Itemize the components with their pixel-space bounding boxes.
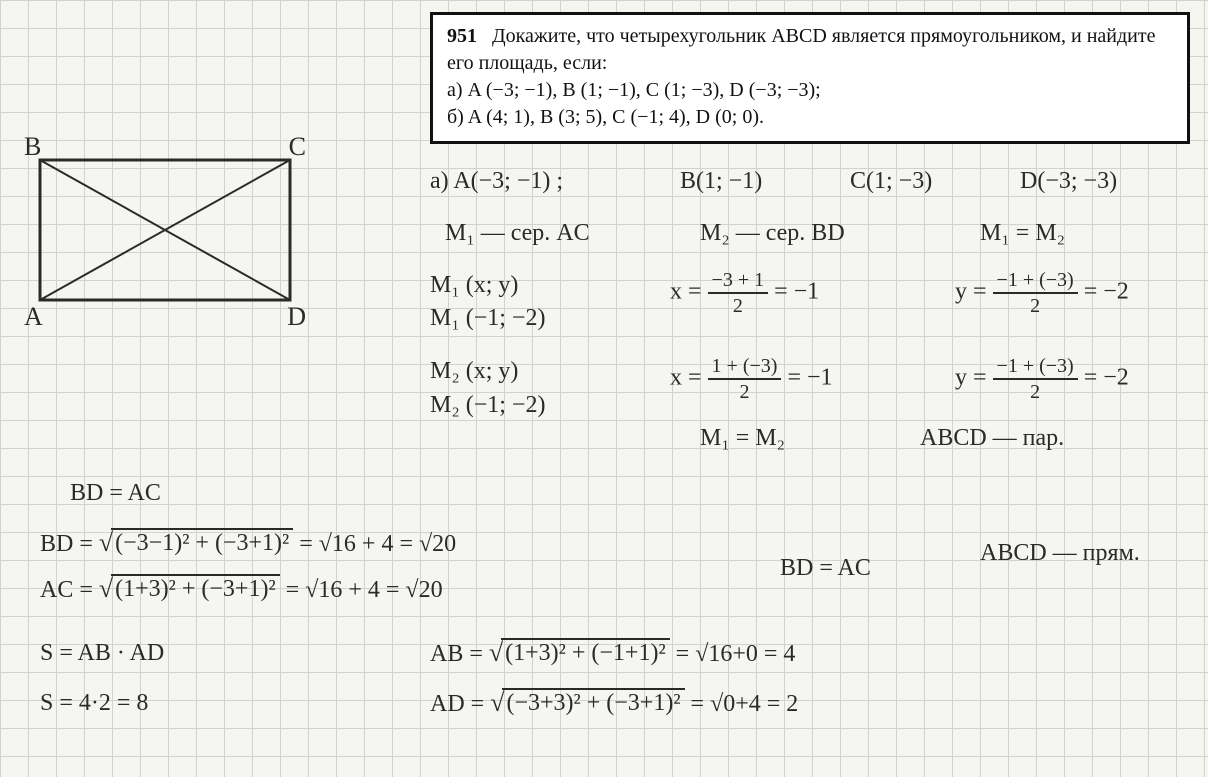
bd-lhs: BD = [40, 531, 93, 557]
line-m1-xy: M₁ (x; y) [430, 272, 518, 299]
line-m2-xy: M₂ (x; y) [430, 358, 518, 385]
line-m1-x: x = −3 + 12 = −1 [670, 270, 819, 316]
line-m2-y: y = −1 + (−3)2 = −2 [955, 356, 1129, 402]
bd-res: = √16 + 4 = √20 [299, 531, 456, 557]
line-m1eqm2: M₁ = M₂ [700, 425, 785, 452]
problem-box: 951 Докажите, что четырехугольник ABCD я… [430, 12, 1190, 144]
line-ad-dist: AD = √(−3+3)² + (−3+1)² = √0+4 = 2 [430, 688, 798, 718]
m1-x-res: = −1 [774, 279, 819, 305]
line-abcd-par: ABCD — пар. [920, 425, 1064, 452]
problem-text: Докажите, что четырехугольник ABCD являе… [447, 25, 1156, 74]
m2-x-res: = −1 [787, 365, 832, 391]
ad-res: = √0+4 = 2 [691, 691, 799, 717]
problem-line-b: б) A (4; 1), B (3; 5), C (−1; 4), D (0; … [447, 106, 764, 128]
line-abcd-rect: ABCD — прям. [980, 540, 1140, 567]
ab-res: = √16+0 = 4 [676, 641, 796, 667]
line-ab-dist: AB = √(1+3)² + (−1+1)² = √16+0 = 4 [430, 638, 795, 668]
line-ac-dist: AC = √(1+3)² + (−3+1)² = √16 + 4 = √20 [40, 574, 443, 604]
m1-y-den: 2 [993, 294, 1078, 316]
rectangle-figure: B C A D [30, 150, 300, 310]
problem-number: 951 [447, 25, 477, 47]
m2-x-eq: x = [670, 365, 702, 391]
vertex-d: D [287, 302, 306, 332]
line-m1-y: y = −1 + (−3)2 = −2 [955, 270, 1129, 316]
ac-lhs: AC = [40, 577, 93, 603]
line-m2-val: M₂ (−1; −2) [430, 392, 545, 419]
line-m2-x: x = 1 + (−3)2 = −1 [670, 356, 833, 402]
line-given-c: C(1; −3) [850, 168, 932, 195]
vertex-c: C [289, 132, 306, 162]
line-given-d: D(−3; −3) [1020, 168, 1117, 195]
line-s-formula: S = AB · AD [40, 640, 164, 667]
ac-rad: (1+3)² + (−3+1)² [111, 574, 280, 603]
m1-x-num: −3 + 1 [708, 270, 769, 294]
vertex-b: B [24, 132, 41, 162]
ad-lhs: AD = [430, 691, 484, 717]
vertex-a: A [24, 302, 43, 332]
line-given-b: B(1; −1) [680, 168, 762, 195]
m2-x-num: 1 + (−3) [708, 356, 782, 380]
m1-y-num: −1 + (−3) [993, 270, 1078, 294]
line-m1m2: M₁ = M₂ [980, 220, 1065, 247]
ad-rad: (−3+3)² + (−3+1)² [502, 688, 684, 717]
problem-line-a: а) A (−3; −1), B (1; −1), C (1; −3), D (… [447, 79, 821, 101]
line-m2-def: M₂ — сер. BD [700, 220, 845, 247]
line-bd-dist: BD = √(−3−1)² + (−3+1)² = √16 + 4 = √20 [40, 528, 456, 558]
ac-res: = √16 + 4 = √20 [286, 577, 443, 603]
line-given-a: a) A(−3; −1) ; [430, 168, 563, 195]
line-m1-val: M₁ (−1; −2) [430, 305, 545, 332]
m2-x-den: 2 [708, 380, 782, 402]
bd-rad: (−3−1)² + (−3+1)² [111, 528, 293, 557]
m2-y-eq: y = [955, 365, 987, 391]
m1-y-res: = −2 [1084, 279, 1129, 305]
line-bd-ac: BD = AC [70, 480, 161, 507]
m2-y-res: = −2 [1084, 365, 1129, 391]
m1-x-den: 2 [708, 294, 769, 316]
line-m1-def: M₁ — сер. AC [445, 220, 590, 247]
m1-y-eq: y = [955, 279, 987, 305]
line-bdac-eq: BD = AC [780, 555, 871, 582]
m1-x-eq: x = [670, 279, 702, 305]
ab-rad: (1+3)² + (−1+1)² [501, 638, 670, 667]
line-s-value: S = 4·2 = 8 [40, 690, 148, 717]
m2-y-den: 2 [993, 380, 1078, 402]
m2-y-num: −1 + (−3) [993, 356, 1078, 380]
ab-lhs: AB = [430, 641, 483, 667]
